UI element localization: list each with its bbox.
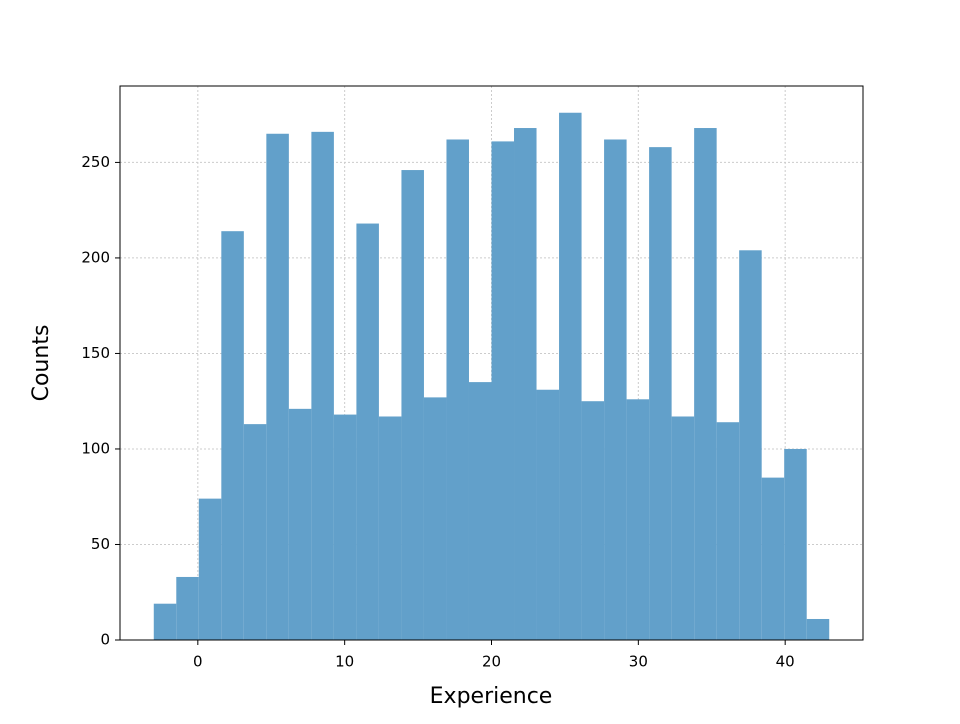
bar xyxy=(536,389,560,640)
bar xyxy=(333,414,357,640)
y-tick-label: 250 xyxy=(81,153,110,171)
bar xyxy=(604,139,627,640)
bar xyxy=(356,223,379,640)
y-tick-label: 150 xyxy=(81,344,110,362)
bar xyxy=(514,128,537,640)
x-axis-label: Experience xyxy=(430,684,553,709)
axes: 0 10 20 30 40 0 50 100 150 200 250 xyxy=(81,85,864,671)
y-tick-label: 50 xyxy=(91,535,110,553)
y-tick-label: 100 xyxy=(81,439,110,457)
bar xyxy=(694,128,717,640)
bar xyxy=(221,231,244,640)
bar xyxy=(401,170,424,640)
bar xyxy=(491,141,515,640)
x-tick-label: 10 xyxy=(335,653,354,671)
x-tick-label: 0 xyxy=(193,653,203,671)
bar xyxy=(806,618,830,640)
bar xyxy=(671,416,695,640)
x-tick-label: 30 xyxy=(629,653,648,671)
bar xyxy=(423,397,447,640)
bar xyxy=(288,408,312,640)
bars xyxy=(153,112,830,641)
bar xyxy=(378,416,402,640)
bar xyxy=(266,133,289,641)
bar xyxy=(581,401,605,640)
bar xyxy=(446,139,469,640)
bar xyxy=(716,422,740,640)
bar xyxy=(468,382,492,640)
y-tick-label: 0 xyxy=(100,631,110,649)
bar xyxy=(739,250,762,640)
bar xyxy=(649,147,672,640)
x-tick-label: 40 xyxy=(776,653,795,671)
plot-frame xyxy=(119,85,864,641)
bar xyxy=(626,399,650,640)
bar xyxy=(198,498,222,640)
y-tick-label: 200 xyxy=(81,248,110,266)
bar xyxy=(559,112,582,641)
y-axis-label: Counts xyxy=(29,325,54,402)
bar xyxy=(243,424,267,640)
bar xyxy=(784,448,807,640)
bar xyxy=(761,477,785,640)
bar xyxy=(153,603,177,640)
x-tick-label: 20 xyxy=(482,653,501,671)
bar xyxy=(311,131,334,641)
bar xyxy=(176,576,199,640)
